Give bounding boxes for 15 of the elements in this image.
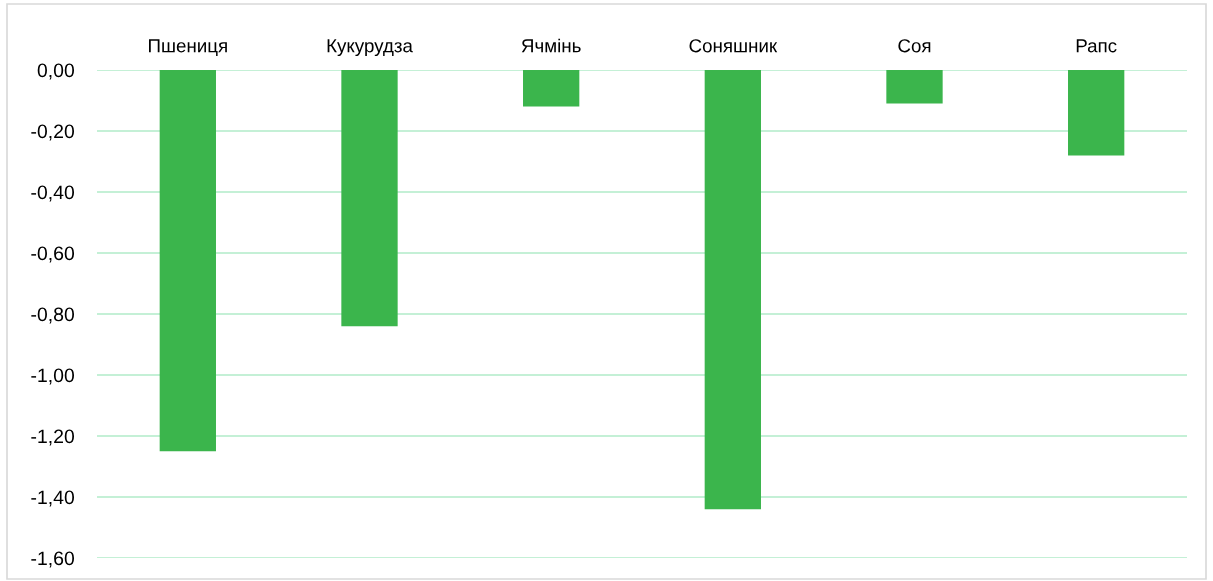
- y-tick-label: -1,20: [31, 429, 75, 446]
- x-tick-label: Соняшник: [689, 39, 778, 53]
- y-tick-label: -0,20: [31, 124, 75, 141]
- x-tick-label: Рапс: [1076, 39, 1117, 53]
- x-tick-label: Ячмінь: [521, 38, 581, 53]
- y-tick-label: -0,60: [31, 246, 75, 263]
- y-tick-label: 0,00: [37, 63, 75, 80]
- y-tick-label: -1,60: [31, 551, 75, 568]
- x-tick-label: Пшениця: [149, 39, 227, 56]
- y-tick-label: -0,80: [31, 307, 75, 324]
- y-tick-label: -1,00: [31, 368, 75, 385]
- x-tick-label: Соя: [898, 39, 931, 53]
- x-tick-label: Кукурудза: [327, 39, 413, 57]
- y-tick-label: -1,40: [31, 490, 75, 507]
- y-tick-label: -0,40: [31, 185, 75, 202]
